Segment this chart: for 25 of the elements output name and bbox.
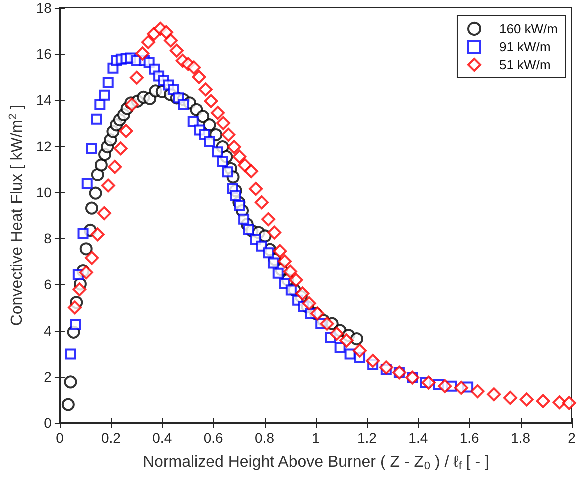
legend-label: 51 kW/m xyxy=(499,58,551,72)
y-tick-label: 12 xyxy=(36,138,52,154)
x-tick-label: 1.2 xyxy=(357,430,378,446)
x-tick-label: 1.8 xyxy=(511,430,531,446)
x-tick-label: 0.6 xyxy=(204,430,224,446)
y-tick-label: 0 xyxy=(44,415,52,431)
legend-label: 160 kW/m xyxy=(499,22,558,36)
x-tick-label: 2 xyxy=(568,430,576,446)
y-tick-label: 6 xyxy=(44,276,52,293)
x-tick-label: 0.8 xyxy=(255,430,275,446)
y-axis-title: Convective Heat Flux [ kW/m2 ] xyxy=(8,104,26,326)
y-tick-label: 14 xyxy=(36,92,52,108)
y-tick-label: 4 xyxy=(44,322,52,339)
y-tick-label: 10 xyxy=(36,184,52,200)
x-tick-label: 1 xyxy=(312,430,320,446)
legend-label: 91 kW/m xyxy=(499,40,551,54)
x-tick-label: 1.4 xyxy=(408,430,428,446)
x-tick-label: 0.4 xyxy=(152,430,172,446)
y-tick-label: 2 xyxy=(44,368,52,385)
y-tick-label: 16 xyxy=(36,46,52,62)
x-tick-label: 0.2 xyxy=(101,430,122,446)
x-tick-label: 1.6 xyxy=(460,430,480,446)
y-tick-label: 18 xyxy=(36,0,52,16)
x-tick-label: 0 xyxy=(56,430,64,446)
y-tick-label: 8 xyxy=(44,230,52,247)
